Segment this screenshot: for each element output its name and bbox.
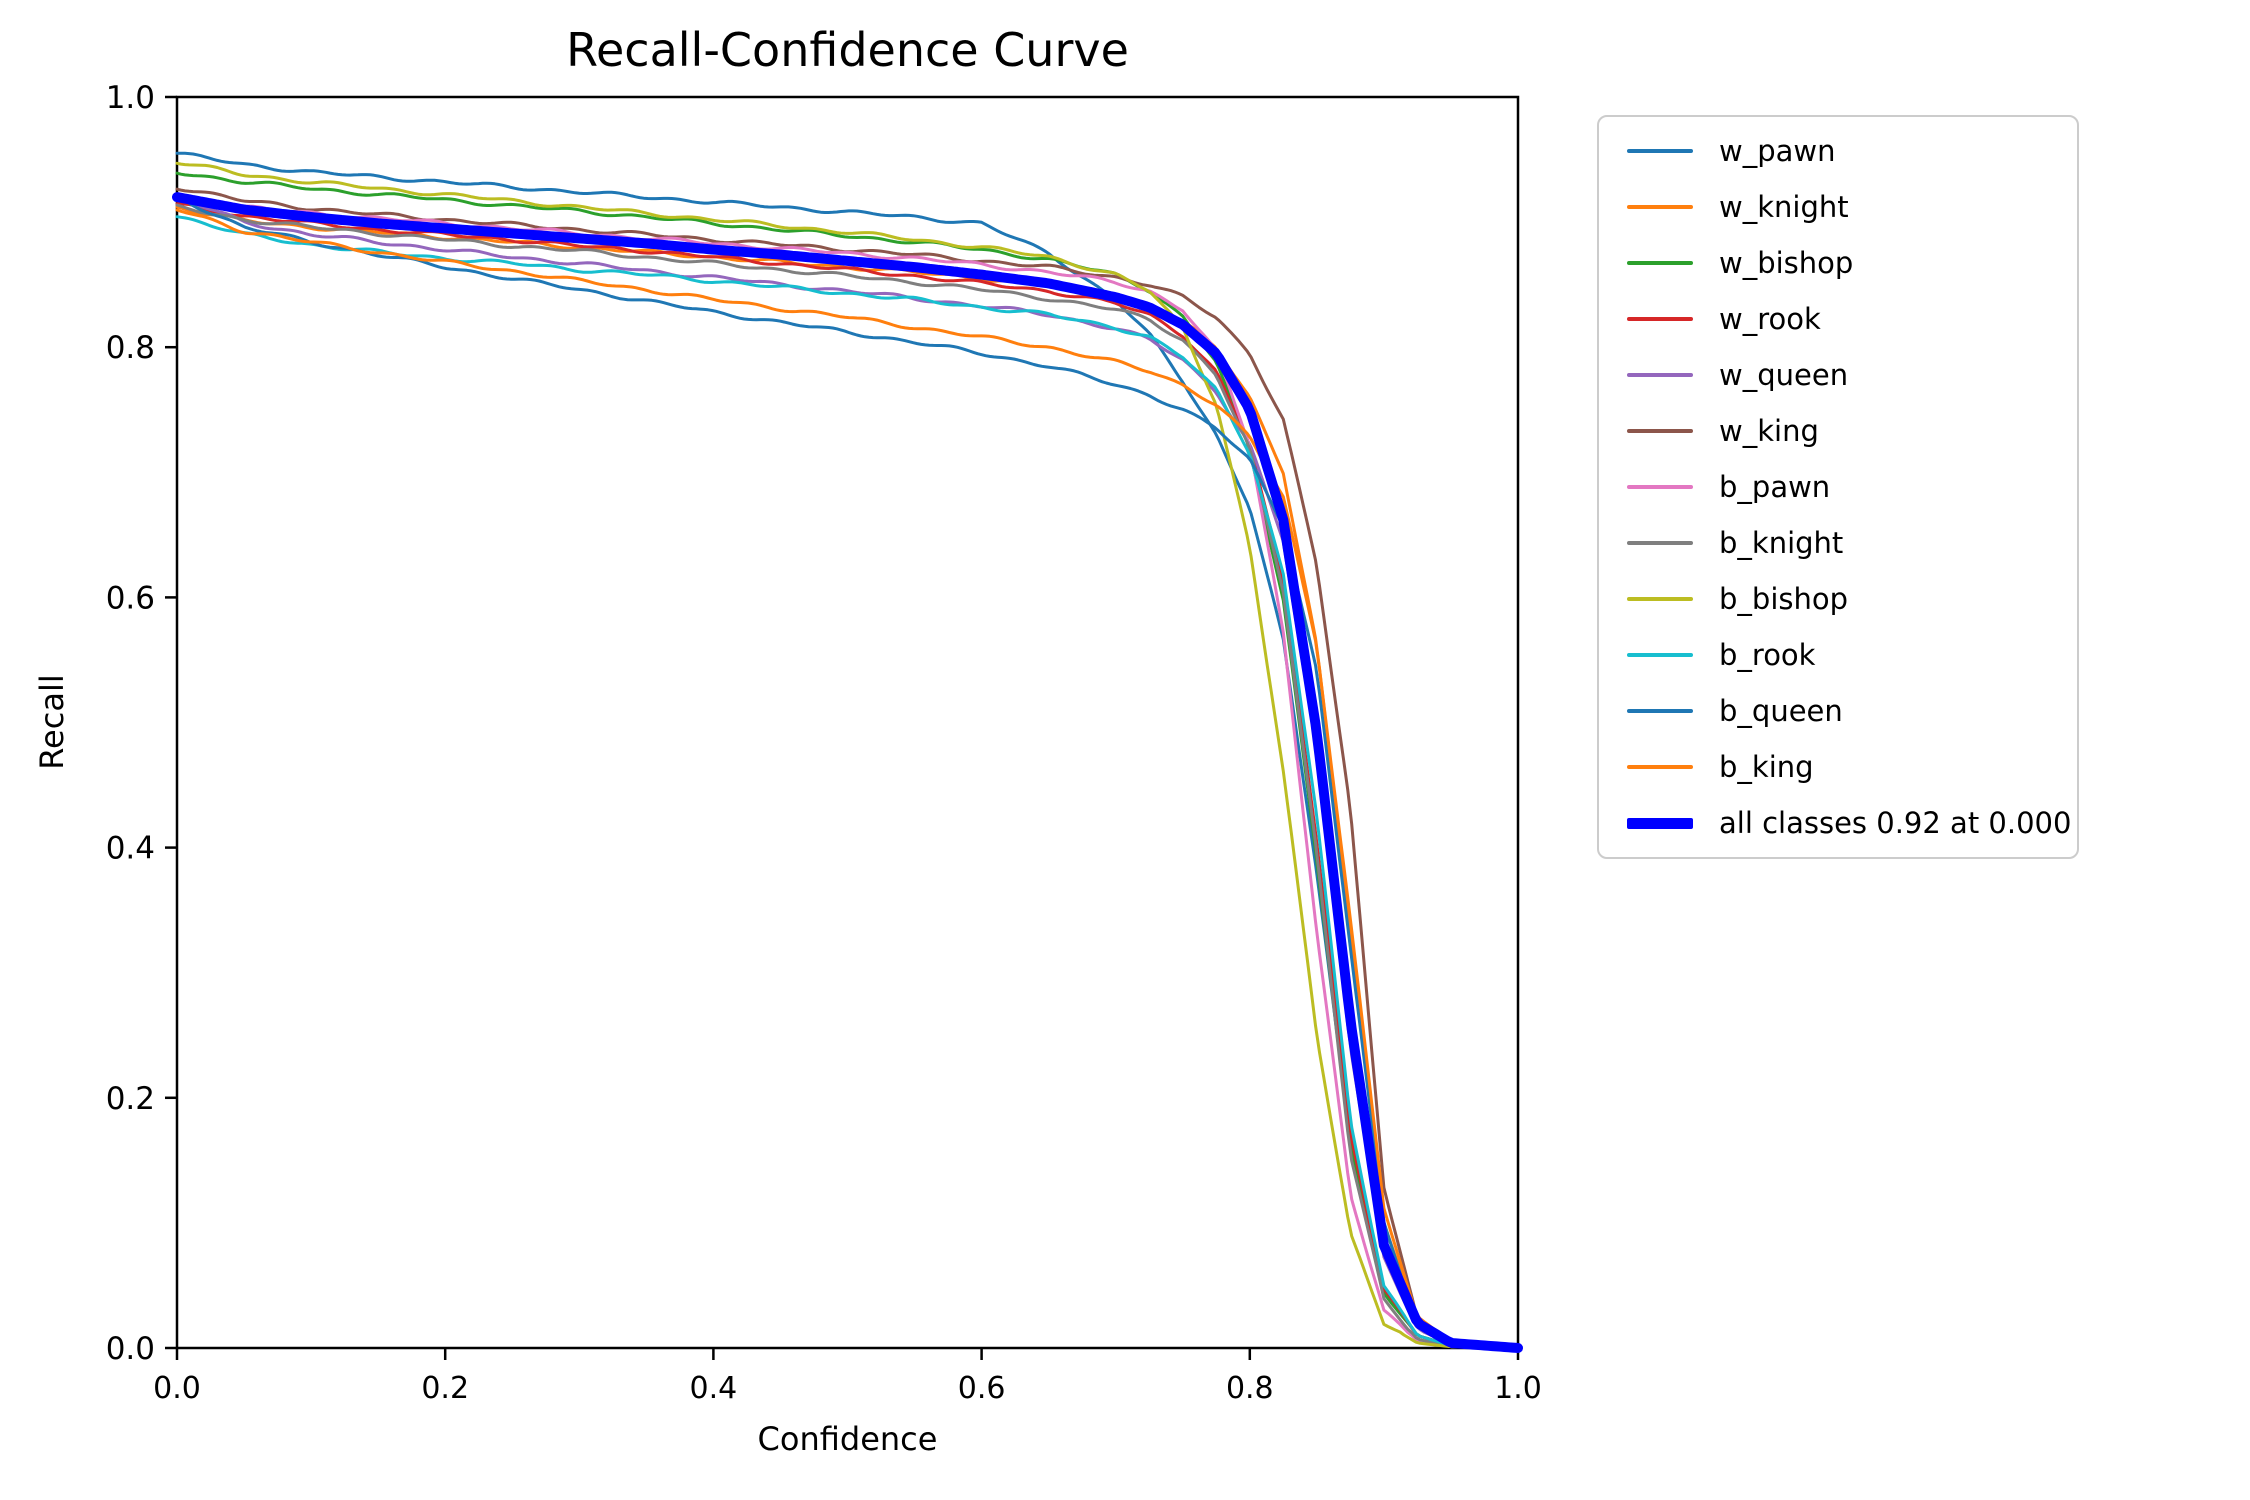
legend-item: w_pawn [1599, 123, 2077, 179]
legend-item: w_rook [1599, 291, 2077, 347]
legend-line-sample [1627, 597, 1693, 601]
legend-item: b_queen [1599, 683, 2077, 739]
legend-item: b_pawn [1599, 459, 2077, 515]
legend-item: w_queen [1599, 347, 2077, 403]
legend-line-sample [1627, 373, 1693, 377]
legend-item-label: w_bishop [1719, 246, 1854, 280]
series-line-w-rook [175, 202, 1520, 1350]
legend-item-label: all classes 0.92 at 0.000 [1719, 806, 2072, 840]
legend-line-sample [1627, 653, 1693, 657]
y-tick-label: 0.8 [106, 330, 155, 366]
legend-line-sample [1627, 149, 1693, 153]
legend-item: b_rook [1599, 627, 2077, 683]
x-tick-label: 1.0 [1494, 1371, 1542, 1406]
x-tick-label: 0.2 [421, 1371, 469, 1406]
x-tick-label: 0.4 [690, 1371, 738, 1406]
series-line-b-king [175, 208, 1520, 1350]
legend-item: b_bishop [1599, 571, 2077, 627]
y-tick-label: 0.2 [106, 1081, 155, 1117]
legend-item: all classes 0.92 at 0.000 [1599, 795, 2077, 851]
legend-item-label: w_queen [1719, 358, 1849, 392]
series-line-w-knight [175, 205, 1520, 1350]
legend: w_pawn w_knight w_bishop w_rook w_queen w_kin… [1597, 115, 2079, 859]
y-tick-label: 0.6 [106, 580, 155, 616]
legend-item-label: b_queen [1719, 694, 1843, 728]
axes-spines [175, 95, 1520, 1350]
legend-line-sample [1627, 485, 1693, 489]
legend-item-label: w_rook [1719, 302, 1821, 336]
series-line-b-bishop [175, 161, 1520, 1350]
series-line-b-rook [175, 215, 1520, 1350]
legend-line-sample [1627, 429, 1693, 433]
legend-item: w_bishop [1599, 235, 2077, 291]
y-tick-label: 0.0 [106, 1331, 155, 1367]
y-tick-label: 1.0 [106, 80, 155, 116]
legend-line-sample [1627, 709, 1693, 713]
legend-line-sample [1627, 817, 1693, 829]
legend-line-sample [1627, 205, 1693, 209]
x-tick-label: 0.8 [1226, 1371, 1274, 1406]
legend-item-label: w_pawn [1719, 134, 1836, 168]
legend-item-label: b_rook [1719, 638, 1816, 672]
legend-item-label: b_knight [1719, 526, 1844, 560]
legend-item-label: b_bishop [1719, 582, 1849, 616]
legend-line-sample [1627, 317, 1693, 321]
legend-item: b_king [1599, 739, 2077, 795]
legend-line-sample [1627, 541, 1693, 545]
chart-title: Recall-Confidence Curve [566, 23, 1129, 77]
series-line-all-classes-0-92-at-0-000 [172, 192, 1523, 1353]
series-line-b-knight [175, 203, 1520, 1350]
legend-line-sample [1627, 261, 1693, 265]
y-axis-label: Recall [33, 674, 71, 770]
legend-item-label: b_pawn [1719, 470, 1831, 504]
legend-item: w_king [1599, 403, 2077, 459]
legend-item: b_knight [1599, 515, 2077, 571]
legend-item: w_knight [1599, 179, 2077, 235]
legend-item-label: b_king [1719, 750, 1814, 784]
legend-item-label: w_king [1719, 414, 1819, 448]
legend-line-sample [1627, 765, 1693, 769]
series-line-w-pawn [175, 151, 1520, 1350]
x-axis-label: Confidence [757, 1420, 938, 1458]
x-tick-label: 0.0 [153, 1371, 201, 1406]
x-tick-label: 0.6 [958, 1371, 1006, 1406]
y-tick-label: 0.4 [106, 831, 155, 867]
legend-item-label: w_knight [1719, 190, 1849, 224]
